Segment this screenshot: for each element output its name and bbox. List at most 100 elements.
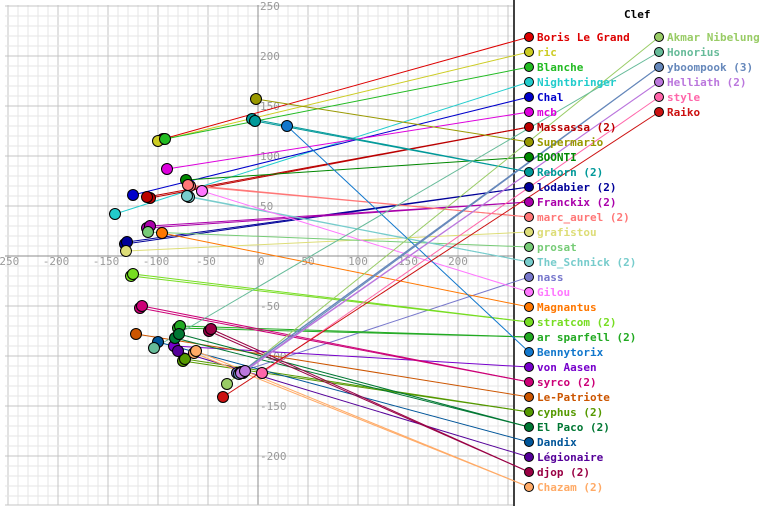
legend-marker [654,62,664,72]
legend-label: Raiko [667,106,700,119]
legend-marker [654,47,664,57]
legend-marker [524,287,534,297]
legend-marker [524,227,534,237]
connector-line [125,231,530,252]
legend-label: BOONTI [537,151,577,164]
legend-marker [524,92,534,102]
legend-label: grafistou [537,226,597,239]
legend-marker [524,482,534,492]
legend-marker [524,77,534,87]
legend-label: Reborn (2) [537,166,603,179]
legend-marker [654,32,664,42]
legend-label: ric [537,46,557,59]
data-point [217,391,229,403]
data-point [250,93,262,105]
connector-line [242,66,660,374]
legend-marker [524,107,534,117]
legend-marker [524,122,534,132]
data-point [148,342,160,354]
connector-line [174,337,530,428]
data-point [120,245,132,257]
data-point [179,353,191,365]
data-point [256,367,268,379]
legend-label: von Aasen [537,361,597,374]
legend-marker [524,152,534,162]
legend-marker [524,182,534,192]
legend-label: Le-Patriote [537,391,610,404]
connector-line [157,341,530,443]
legend-marker [524,332,534,342]
legend-label: syrco (2) [537,376,597,389]
data-point [281,120,293,132]
connector-line [179,325,530,338]
connector-line [261,96,660,374]
data-point [172,345,184,357]
legend-label: style [667,91,700,104]
connector-line [210,328,530,473]
legend-label: Massassa (2) [537,121,616,134]
legend-marker [524,467,534,477]
x-tick-label: 0 [258,255,265,268]
legend-marker [524,302,534,312]
legend-label: stratcom (2) [537,316,616,329]
legend-marker [524,437,534,447]
legend-marker [524,407,534,417]
x-tick-label: -100 [143,255,170,268]
legend-label: Blanche [537,61,584,74]
legend-label: Chazam (2) [537,481,603,494]
legend-marker [524,317,534,327]
y-tick-label: -200 [260,450,287,463]
data-point [127,268,139,280]
legend-label: Boris Le Grand [537,31,630,44]
data-point [109,208,121,220]
legend-marker [654,107,664,117]
connector-line [178,333,530,428]
connector-line [146,126,530,198]
legend-label: Gilou [537,286,570,299]
legend-marker [524,272,534,282]
legend-label: prosat [537,241,577,254]
connector-line [195,350,530,488]
connector-line [244,81,660,372]
legend-title: Clef [624,8,651,21]
legend-marker [524,32,534,42]
data-point [173,328,185,340]
data-point [249,115,261,127]
data-point [130,328,142,340]
data-point [159,133,171,145]
y-tick-label: -50 [260,300,280,313]
legend-marker [524,452,534,462]
legend-label: lodabier (2) [537,181,616,194]
legend-label: Supermario [537,136,604,149]
legend-marker [524,47,534,57]
connector-line [149,201,530,227]
data-point [161,163,173,175]
legend-marker [654,92,664,102]
data-point [156,227,168,239]
legend-label: Honorius [667,46,720,59]
data-point [205,323,217,335]
legend-label: The_Schnick (2) [537,256,636,269]
data-point [181,190,193,202]
y-tick-label: -150 [260,400,287,413]
connector-line [162,36,530,140]
connector-line [153,51,660,349]
legend-label: Magnantus [537,301,597,314]
legend-label: Chal [537,91,564,104]
connector-line [164,66,530,140]
legend-marker [524,362,534,372]
y-tick-label: 150 [260,100,280,113]
legend-label: Helliath (2) [667,76,746,89]
legend-marker [524,242,534,252]
legend-label: mcb [537,106,557,119]
data-point [141,191,153,203]
x-tick-label: -50 [196,255,216,268]
legend-label: djop (2) [537,466,590,479]
legend-label: Franckix (2) [537,196,616,209]
legend: Clef Boris Le Grand ric Blanche Nightbringe… [524,8,760,494]
connector-line [226,36,660,385]
y-tick-label: 250 [260,0,280,13]
legend-label: ar sparfell (2) [537,331,636,344]
x-tick-label: 100 [348,255,368,268]
